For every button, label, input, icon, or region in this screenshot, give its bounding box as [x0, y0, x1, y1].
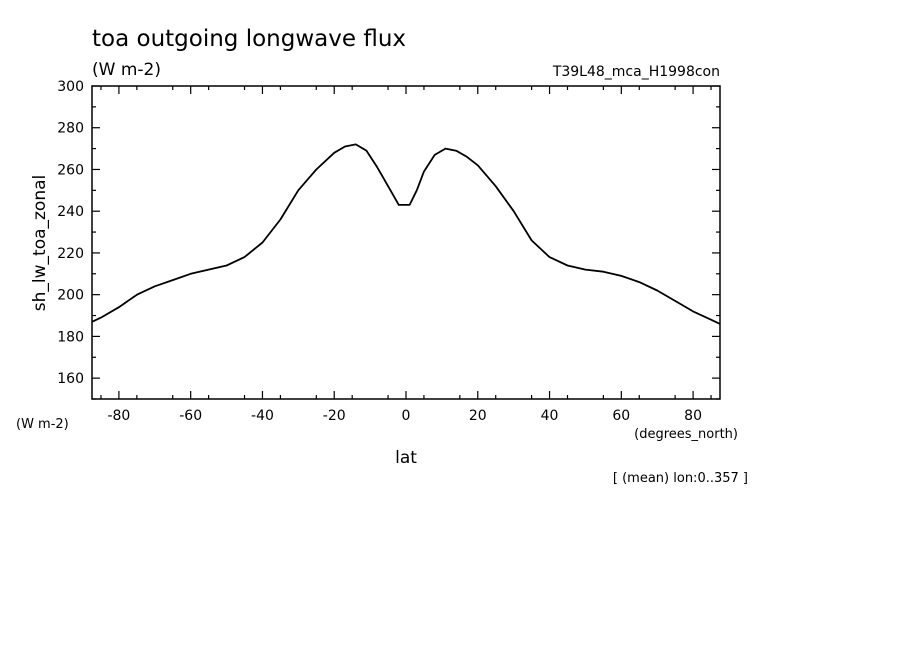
x-tick-label: -80: [107, 408, 130, 424]
x-axis: -80 -60 -40 -20 0 20 40 60 80: [100, 86, 712, 424]
y-tick-label: 180: [57, 329, 84, 345]
footnote: [ (mean) lon:0..357 ]: [613, 471, 748, 486]
x-tick-label: 40: [541, 408, 559, 424]
x-tick-label: 20: [469, 408, 487, 424]
y-tick-label: 200: [57, 288, 84, 304]
x-tick-label: -20: [323, 408, 346, 424]
x-tick-label: 0: [402, 408, 411, 424]
x-axis-label: lat: [395, 448, 417, 468]
y-tick-label: 220: [57, 246, 84, 262]
y-tick-label: 160: [57, 371, 84, 387]
y-tick-label: 300: [57, 79, 84, 95]
x-tick-label: 60: [612, 408, 630, 424]
y-units-label: (W m-2): [16, 417, 69, 432]
plot-frame: [91, 85, 721, 400]
y-tick-label: 280: [57, 121, 84, 137]
x-tick-label: -60: [179, 408, 202, 424]
y-axis-label: sh_lw_toa_zonal: [30, 175, 50, 311]
title-units: (W m-2): [92, 60, 161, 80]
series-line-olr: [91, 143, 721, 325]
x-tick-label: -40: [251, 408, 274, 424]
run-label: T39L48_mca_H1998con: [552, 64, 720, 80]
chart-title: toa outgoing longwave flux: [92, 26, 406, 52]
x-units-label: (degrees_north): [634, 427, 738, 442]
y-tick-label: 260: [57, 162, 84, 178]
y-axis: 160 180 200 220 240 260 280 300: [57, 79, 720, 400]
y-tick-label: 240: [57, 204, 84, 220]
x-tick-label: 80: [684, 408, 702, 424]
